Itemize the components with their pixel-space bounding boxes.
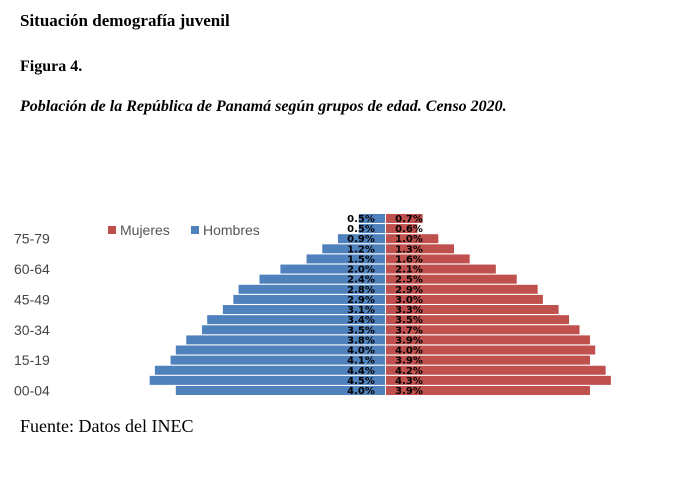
bar-hombres-05-09	[149, 375, 385, 385]
y-tick-60-64: 60-64	[14, 261, 50, 277]
y-tick-00-04: 00-04	[14, 383, 50, 399]
section-heading: Situación demografía juvenil	[20, 11, 230, 30]
bar-mujeres-20-24	[386, 345, 596, 355]
legend-label-hombres: Hombres	[203, 222, 260, 238]
population-pyramid-chart: 4.0% 3.9%4.5% 4.3%4.4% 4.2%4.1% 3.9%4.0% 4.0%…	[14, 213, 611, 399]
bar-hombres-85+	[358, 213, 385, 223]
bar-hombres-60-64	[280, 264, 385, 274]
bar-hombres-55-59	[259, 274, 385, 284]
label-mujeres-20-24: 4.0%	[395, 346, 423, 357]
label-hombres-75-79: 0.9%	[347, 234, 375, 245]
label-mujeres-30-34: 3.7%	[395, 325, 423, 336]
label-mujeres-00-04: 3.9%	[395, 386, 423, 397]
bar-mujeres-15-19	[386, 355, 590, 365]
label-mujeres-40-44: 3.3%	[395, 305, 423, 316]
bar-hombres-10-14	[154, 365, 385, 375]
y-tick-15-19: 15-19	[14, 352, 50, 368]
bar-hombres-40-44	[222, 305, 385, 315]
label-mujeres-55-59: 2.5%	[395, 275, 423, 286]
bar-mujeres-30-34	[386, 325, 580, 335]
bar-mujeres-00-04	[386, 386, 590, 395]
label-hombres-20-24: 4.0%	[347, 346, 375, 357]
bar-hombres-80-84	[358, 224, 385, 234]
bar-mujeres-10-14	[386, 365, 606, 375]
label-mujeres-75-79: 1.0%	[395, 234, 423, 245]
label-hombres-05-09: 4.5%	[347, 376, 375, 387]
label-hombres-10-14: 4.4%	[347, 366, 375, 377]
legend-hombres: Hombres	[191, 222, 260, 238]
bar-hombres-70-74	[322, 244, 385, 254]
label-mujeres-65-69: 1.6%	[395, 254, 423, 265]
bar-mujeres-40-44	[386, 305, 559, 315]
bar-mujeres-65-69	[386, 254, 470, 264]
label-hombres-00-04: 4.0%	[347, 386, 375, 397]
legend-swatch-hombres	[191, 226, 199, 234]
source-note: Fuente: Datos del INEC	[20, 416, 194, 436]
figure-caption: Población de la República de Panamá segú…	[20, 98, 507, 115]
label-mujeres-60-64: 2.1%	[395, 265, 423, 276]
bar-mujeres-75-79	[386, 234, 439, 244]
bar-hombres-15-19	[170, 355, 385, 365]
label-hombres-25-29: 3.8%	[347, 335, 375, 346]
label-hombres-60-64: 2.0%	[347, 265, 375, 276]
bar-hombres-65-69	[306, 254, 385, 264]
legend-label-mujeres: Mujeres	[120, 222, 170, 238]
label-hombres-70-74: 1.2%	[347, 244, 375, 255]
bar-mujeres-80-84	[386, 224, 418, 234]
label-mujeres-25-29: 3.9%	[395, 335, 423, 346]
label-hombres-55-59: 2.4%	[347, 275, 375, 286]
label-hombres-80-84: 0.5%	[347, 224, 375, 235]
label-hombres-35-39: 3.4%	[347, 315, 375, 326]
label-hombres-15-19: 4.1%	[347, 356, 375, 367]
label-mujeres-05-09: 4.3%	[395, 376, 423, 387]
bar-hombres-00-04	[175, 386, 385, 395]
bar-hombres-20-24	[175, 345, 385, 355]
label-hombres-50-54: 2.8%	[347, 285, 375, 296]
label-hombres-45-49: 2.9%	[347, 295, 375, 306]
label-hombres-85+: 0.5%	[347, 214, 375, 225]
bar-hombres-30-34	[201, 325, 385, 335]
label-mujeres-85+: 0.7%	[395, 214, 423, 225]
bar-mujeres-25-29	[386, 335, 590, 345]
label-mujeres-45-49: 3.0%	[395, 295, 423, 306]
y-tick-45-49: 45-49	[14, 291, 50, 307]
label-mujeres-50-54: 2.9%	[395, 285, 423, 296]
legend-swatch-mujeres	[108, 226, 116, 234]
bar-hombres-25-29	[186, 335, 385, 345]
bar-mujeres-50-54	[386, 284, 538, 294]
bar-mujeres-60-64	[386, 264, 496, 274]
label-mujeres-35-39: 3.5%	[395, 315, 423, 326]
bar-mujeres-45-49	[386, 294, 543, 304]
bar-mujeres-55-59	[386, 274, 517, 284]
label-hombres-40-44: 3.1%	[347, 305, 375, 316]
bar-mujeres-70-74	[386, 244, 454, 254]
y-tick-75-79: 75-79	[14, 231, 50, 247]
legend-mujeres: Mujeres	[108, 222, 170, 238]
bar-hombres-45-49	[233, 294, 385, 304]
bar-hombres-35-39	[207, 315, 385, 325]
bar-hombres-75-79	[337, 234, 385, 244]
bar-mujeres-85+	[386, 213, 423, 223]
label-hombres-30-34: 3.5%	[347, 325, 375, 336]
bar-hombres-50-54	[238, 284, 385, 294]
label-mujeres-10-14: 4.2%	[395, 366, 423, 377]
label-mujeres-15-19: 3.9%	[395, 356, 423, 367]
bar-mujeres-35-39	[386, 315, 570, 325]
label-mujeres-80-84: 0.6%	[395, 224, 423, 235]
label-hombres-65-69: 1.5%	[347, 254, 375, 265]
y-tick-30-34: 30-34	[14, 322, 50, 338]
bar-mujeres-05-09	[386, 375, 611, 385]
label-mujeres-70-74: 1.3%	[395, 244, 423, 255]
figure-label: Figura 4.	[20, 58, 83, 75]
